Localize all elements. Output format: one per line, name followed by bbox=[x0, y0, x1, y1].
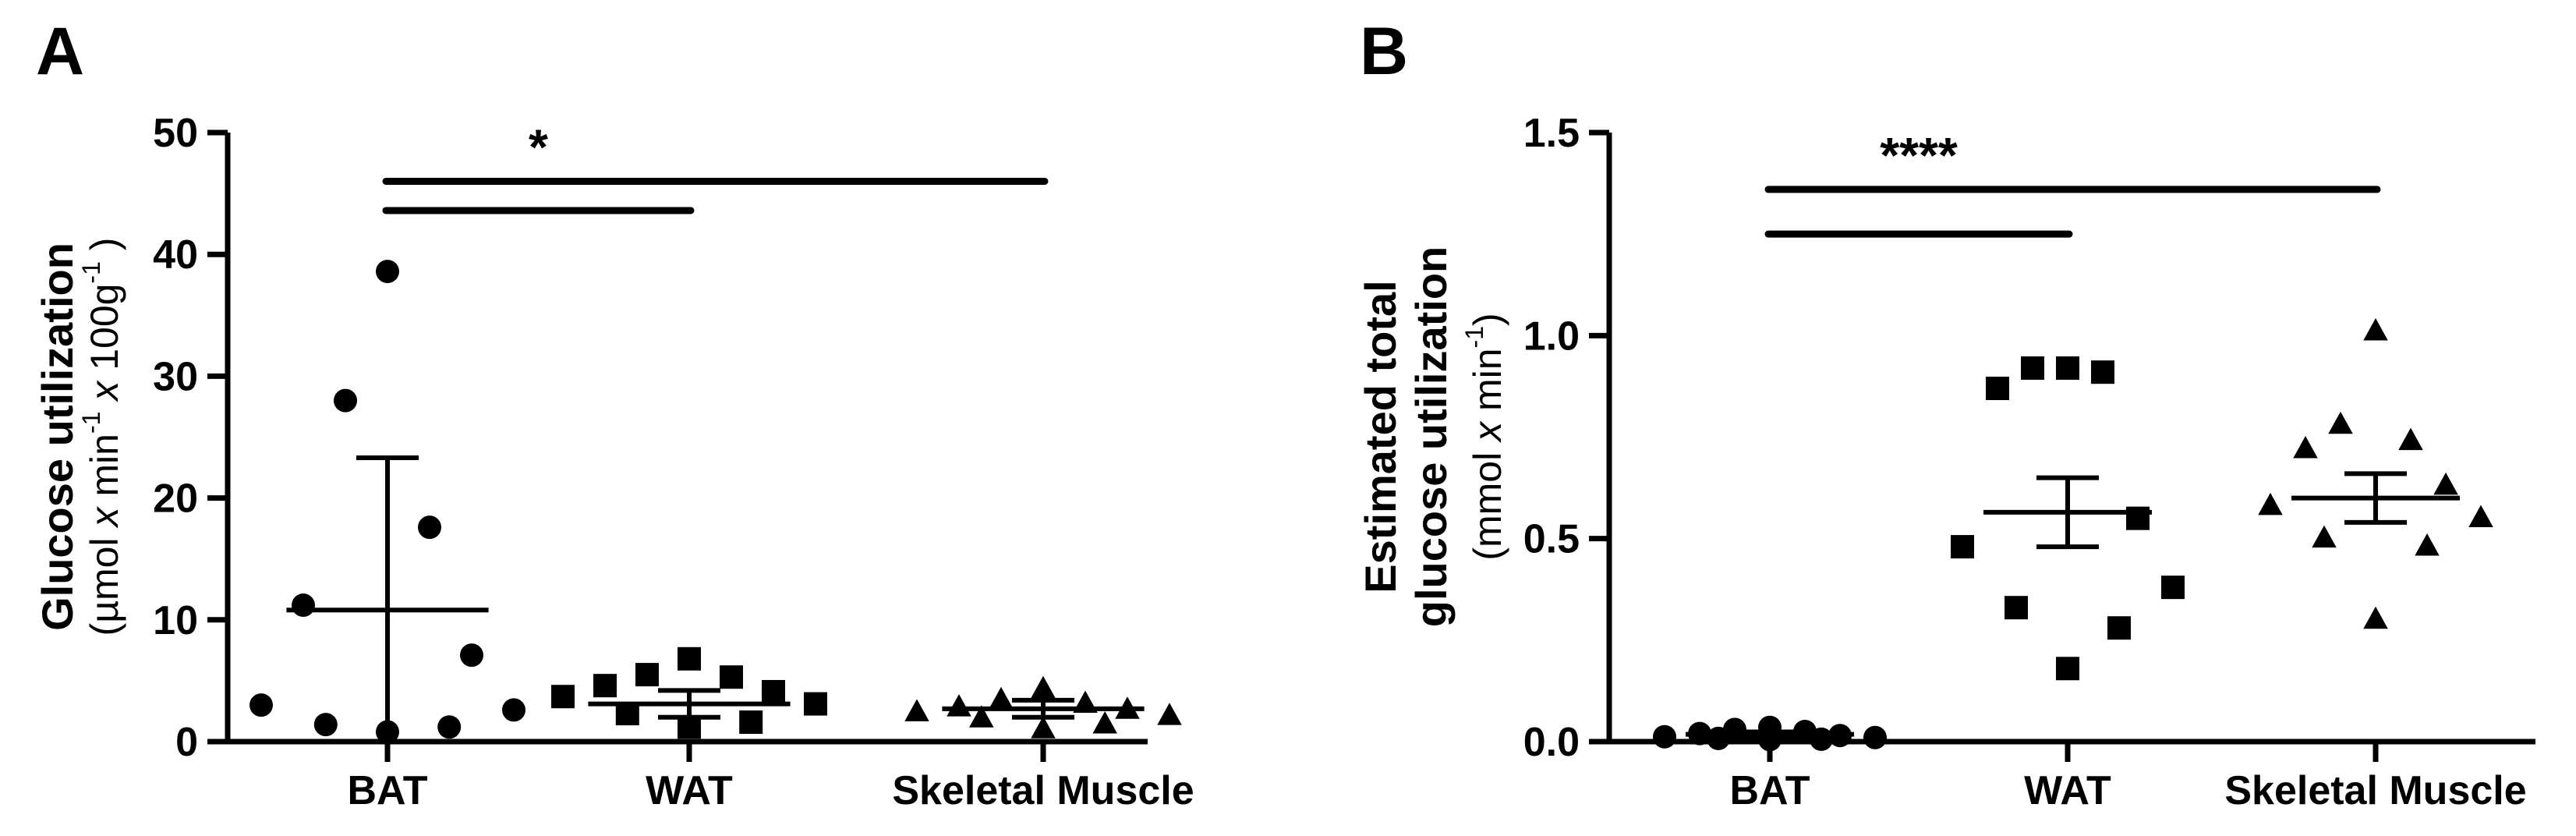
data-point-circle bbox=[1758, 728, 1782, 752]
data-point-circle bbox=[1653, 724, 1676, 749]
panel-b: B 0.0 0.5 1.0 1.5 BAT WAT Skeletal Muscle Estima… bbox=[1356, 14, 2535, 813]
data-point-square bbox=[593, 674, 617, 698]
y-tick-label: 0 bbox=[175, 720, 198, 765]
data-point-circle bbox=[292, 593, 315, 618]
panel-letter: A bbox=[36, 14, 84, 89]
data-point-square bbox=[551, 685, 575, 709]
data-point-square bbox=[739, 710, 763, 735]
y-tick-label: 0.0 bbox=[1523, 720, 1580, 765]
data-point-square bbox=[2005, 596, 2028, 620]
data-point-circle bbox=[437, 715, 462, 739]
data-point-circle bbox=[1688, 721, 1711, 746]
data-point-square bbox=[635, 663, 659, 687]
data-point-triangle bbox=[1092, 711, 1117, 734]
y-axis-unit: (µmol x min-1 x 100g-1 ) bbox=[77, 238, 126, 636]
y-axis-title-line1: Estimated total bbox=[1356, 280, 1405, 593]
data-point-circle bbox=[502, 698, 525, 722]
data-point-triangle bbox=[989, 686, 1014, 710]
data-point-triangle bbox=[1031, 716, 1056, 739]
y-axis-label: Glucose utilization (µmol x min-1 x 100g-… bbox=[33, 238, 126, 636]
data-point-circle bbox=[1863, 725, 1887, 749]
data-point-circle bbox=[460, 643, 483, 668]
data-point-circle bbox=[334, 388, 357, 413]
data-point-triangle bbox=[1115, 696, 1140, 719]
data-point-square bbox=[2107, 616, 2131, 640]
data-point-triangle bbox=[2328, 411, 2353, 434]
x-tick-label: Skeletal Muscle bbox=[2224, 768, 2526, 813]
y-tick-label: 50 bbox=[153, 111, 198, 156]
data-point-square bbox=[1951, 535, 1974, 559]
data-point-square bbox=[678, 646, 701, 671]
data-point-circle bbox=[1810, 727, 1833, 751]
data-point-square bbox=[720, 665, 743, 689]
y-tick-label: 0.5 bbox=[1523, 517, 1580, 562]
data-point-square bbox=[2091, 360, 2114, 384]
data-point-square bbox=[762, 679, 785, 703]
data-point-square bbox=[2056, 657, 2079, 681]
data-point-circle bbox=[376, 720, 399, 744]
data-point-circle bbox=[249, 693, 273, 717]
data-point-square bbox=[2161, 576, 2185, 600]
data-point-square bbox=[678, 715, 701, 739]
significance-label: **** bbox=[1880, 127, 1958, 183]
y-axis-label: Estimated total glucose utilization (mmol … bbox=[1356, 246, 1509, 627]
data-point-triangle bbox=[2258, 492, 2283, 515]
x-tick-label: Skeletal Muscle bbox=[892, 768, 1194, 813]
x-tick-label: WAT bbox=[2024, 768, 2111, 813]
x-tick-label: BAT bbox=[347, 768, 427, 813]
x-tick-label: WAT bbox=[646, 768, 733, 813]
data-point-square bbox=[1986, 377, 2009, 401]
data-point-triangle bbox=[1073, 690, 1098, 713]
data-point-triangle bbox=[2312, 525, 2337, 548]
data-point-circle bbox=[376, 260, 399, 284]
data-point-triangle bbox=[947, 694, 971, 717]
data-point-triangle bbox=[2433, 472, 2458, 495]
data-point-triangle bbox=[2415, 533, 2440, 556]
data-point-triangle bbox=[969, 705, 994, 728]
panel-letter: B bbox=[1360, 14, 1408, 89]
y-axis-unit: (mmol x min-1) bbox=[1460, 313, 1509, 560]
data-point-circle bbox=[418, 515, 441, 540]
significance-label: * bbox=[529, 119, 548, 175]
y-tick-label: 1.0 bbox=[1523, 314, 1580, 359]
data-point-square bbox=[615, 702, 639, 726]
y-axis-title: Glucose utilization bbox=[33, 243, 82, 631]
panel-a: A 0 10 20 30 40 50 BAT WAT Skeletal Muscle Glucose… bbox=[33, 14, 1194, 813]
y-tick-label: 20 bbox=[153, 476, 198, 522]
x-tick-label: BAT bbox=[1729, 768, 1810, 813]
data-point-square bbox=[2021, 356, 2044, 380]
data-point-triangle bbox=[2468, 505, 2493, 528]
y-tick-label: 40 bbox=[153, 232, 198, 278]
data-point-triangle bbox=[2363, 318, 2388, 341]
data-point-triangle bbox=[1157, 703, 1182, 725]
data-point-circle bbox=[1828, 724, 1852, 748]
data-point-triangle bbox=[904, 699, 929, 721]
y-tick-label: 30 bbox=[153, 354, 198, 399]
y-tick-label: 1.5 bbox=[1523, 111, 1580, 156]
data-point-triangle bbox=[2293, 436, 2318, 459]
data-point-circle bbox=[1707, 726, 1730, 750]
y-tick-label: 10 bbox=[153, 598, 198, 643]
data-point-triangle bbox=[1031, 675, 1056, 699]
data-point-triangle bbox=[2398, 427, 2423, 451]
data-point-square bbox=[804, 692, 827, 716]
data-point-square bbox=[2126, 506, 2150, 530]
data-point-triangle bbox=[2363, 606, 2388, 629]
data-point-circle bbox=[313, 713, 338, 737]
data-point-square bbox=[2056, 356, 2079, 380]
y-axis-title-line2: glucose utilization bbox=[1407, 246, 1456, 627]
